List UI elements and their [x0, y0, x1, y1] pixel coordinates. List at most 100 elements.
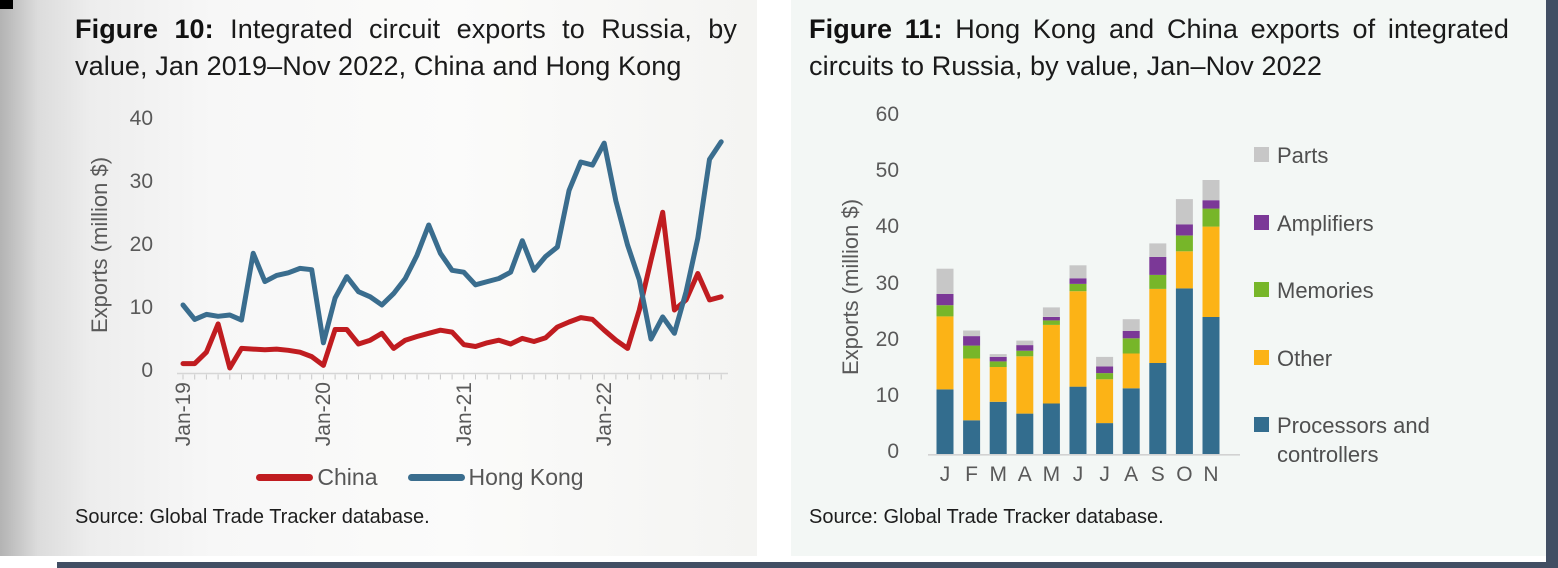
- fig10-ytick-30: 30: [129, 170, 153, 193]
- fig11-bar-8-processors-and-controllers: [1149, 363, 1167, 454]
- fig11-bar-1-parts: [963, 330, 981, 337]
- fig11-bar-10-memories: [1202, 208, 1220, 227]
- fig11-bar-5-parts: [1069, 265, 1087, 279]
- fig11-bar-9-amplifiers: [1175, 224, 1193, 236]
- legend-label: Other: [1277, 346, 1333, 371]
- figure11-bar-chart: [928, 180, 1240, 456]
- fig11-bar-0-other: [936, 316, 954, 390]
- fig11-bar-4-parts: [1042, 307, 1060, 317]
- fig11-bar-5-memories: [1069, 283, 1087, 292]
- window-corner-mark: [0, 0, 13, 9]
- legend-line-swatch: [407, 474, 465, 481]
- fig11-bar-7-parts: [1122, 319, 1140, 331]
- fig10-xtick-jan-21: Jan-21: [453, 382, 477, 468]
- fig11-bar-2-amplifiers: [989, 356, 1007, 362]
- fig11-bar-9-parts: [1175, 199, 1193, 225]
- fig11-xlabel-3: A: [1017, 463, 1032, 486]
- fig10-xtick-jan-20: Jan-20: [312, 382, 336, 468]
- fig10-ytick-20: 20: [129, 233, 153, 256]
- fig11-xlabel-6: J: [1099, 463, 1110, 486]
- fig11-legend-item-processors-and-controllers: Processors and controllers: [1254, 411, 1477, 469]
- fig11-bar-8-other: [1149, 288, 1167, 363]
- fig11-bar-6-processors-and-controllers: [1096, 423, 1114, 454]
- fig11-bar-1-memories: [963, 345, 981, 359]
- fig10-xtick-text: Jan-22: [593, 382, 617, 447]
- fig11-bar-3-parts: [1016, 340, 1034, 346]
- figure10-title-label: Figure 10:: [75, 14, 214, 44]
- fig11-bar-10-other: [1202, 226, 1220, 317]
- legend-swatch: [1254, 350, 1269, 365]
- fig11-bar-4-processors-and-controllers: [1042, 403, 1060, 454]
- fig11-ytick-40: 40: [875, 215, 899, 239]
- fig11-ytick-60: 60: [875, 103, 899, 127]
- right-accent-strip: [1546, 0, 1558, 568]
- legend-label: Processors and controllers: [1277, 413, 1430, 467]
- fig11-xlabel-4: M: [1042, 463, 1061, 486]
- fig10-ytick-0: 0: [141, 359, 153, 382]
- fig11-bar-9-processors-and-controllers: [1175, 288, 1193, 454]
- fig10-legend-item-hong-kong: Hong Kong: [407, 464, 584, 491]
- fig11-bar-2-other: [989, 367, 1007, 402]
- fig11-xlabel-10: N: [1203, 463, 1219, 486]
- figure10-panel: Figure 10: Integrated circuit exports to…: [0, 0, 757, 556]
- fig10-line-china: [180, 209, 724, 371]
- fig10-xtick-text: Jan-21: [452, 382, 476, 447]
- fig11-bar-0-memories: [936, 305, 954, 317]
- legend-swatch: [1254, 147, 1269, 162]
- legend-label: Parts: [1277, 143, 1329, 168]
- fig11-bar-7-other: [1122, 353, 1140, 389]
- figure11-legend: Parts Amplifiers Memories Other Processors a…: [791, 0, 1546, 556]
- fig11-bar-7-amplifiers: [1122, 331, 1140, 339]
- fig11-bar-5-other: [1069, 291, 1087, 387]
- fig11-bar-0-parts: [936, 268, 954, 294]
- legend-swatch: [1254, 417, 1269, 432]
- fig11-bar-0-processors-and-controllers: [936, 389, 954, 454]
- figure11-panel: Figure 11: Hong Kong and China exports o…: [791, 0, 1546, 556]
- fig11-ytick-30: 30: [875, 271, 899, 295]
- fig11-legend-item-parts: Parts: [1254, 141, 1477, 170]
- fig11-bar-4-amplifiers: [1042, 317, 1060, 321]
- fig11-ytick-0: 0: [887, 440, 899, 463]
- fig11-bar-4-memories: [1042, 320, 1060, 325]
- figure10-title-text: Integrated circuit exports to Russia, by…: [75, 14, 737, 81]
- fig11-xlabel-9: O: [1176, 463, 1193, 486]
- fig10-ytick-10: 10: [129, 296, 153, 319]
- fig11-xlabel-8: S: [1150, 463, 1165, 486]
- fig10-xtick-text: Jan-19: [172, 382, 195, 447]
- fig10-xtick-text: Jan-20: [312, 382, 336, 447]
- fig11-legend-item-memories: Memories: [1254, 276, 1477, 305]
- fig11-xlabel-1: F: [965, 463, 978, 486]
- fig11-bar-9-memories: [1175, 235, 1193, 252]
- fig11-bar-7-processors-and-controllers: [1122, 388, 1140, 454]
- fig11-bar-10-processors-and-controllers: [1202, 317, 1220, 454]
- fig11-bar-4-other: [1042, 324, 1060, 404]
- fig11-bar-5-amplifiers: [1069, 278, 1087, 284]
- fig11-bar-3-memories: [1016, 350, 1034, 357]
- figure11-title-label: Figure 11:: [809, 14, 943, 44]
- fig11-xlabel-2: M: [989, 463, 1007, 486]
- fig11-bar-6-amplifiers: [1096, 366, 1114, 374]
- figure11-title: Figure 11: Hong Kong and China exports o…: [809, 11, 1509, 85]
- fig10-xtick-jan-19: Jan-19: [172, 382, 196, 468]
- legend-label: China: [317, 464, 378, 490]
- fig11-bar-2-parts: [989, 354, 1007, 357]
- figure10-title: Figure 10: Integrated circuit exports to…: [75, 11, 737, 85]
- fig11-bar-0-amplifiers: [936, 294, 954, 306]
- figure11-source: Source: Global Trade Tracker database.: [809, 506, 1164, 528]
- fig11-bar-8-parts: [1149, 243, 1167, 257]
- bottom-accent-strip: [57, 562, 1558, 568]
- legend-label: Hong Kong: [468, 464, 584, 490]
- legend-swatch: [1254, 215, 1269, 230]
- fig11-bar-1-amplifiers: [963, 336, 981, 346]
- legend-swatch: [1254, 282, 1269, 297]
- fig11-bar-2-processors-and-controllers: [989, 401, 1007, 454]
- fig11-bar-1-other: [963, 358, 981, 421]
- fig11-legend-item-amplifiers: Amplifiers: [1254, 209, 1477, 238]
- fig11-bar-9-other: [1175, 251, 1193, 289]
- fig11-bar-3-other: [1016, 356, 1034, 414]
- fig11-xlabel-7: A: [1124, 463, 1139, 486]
- fig10-legend-item-china: China: [256, 464, 378, 491]
- fig11-bar-7-memories: [1122, 338, 1140, 354]
- fig10-line-hong-kong: [180, 139, 724, 346]
